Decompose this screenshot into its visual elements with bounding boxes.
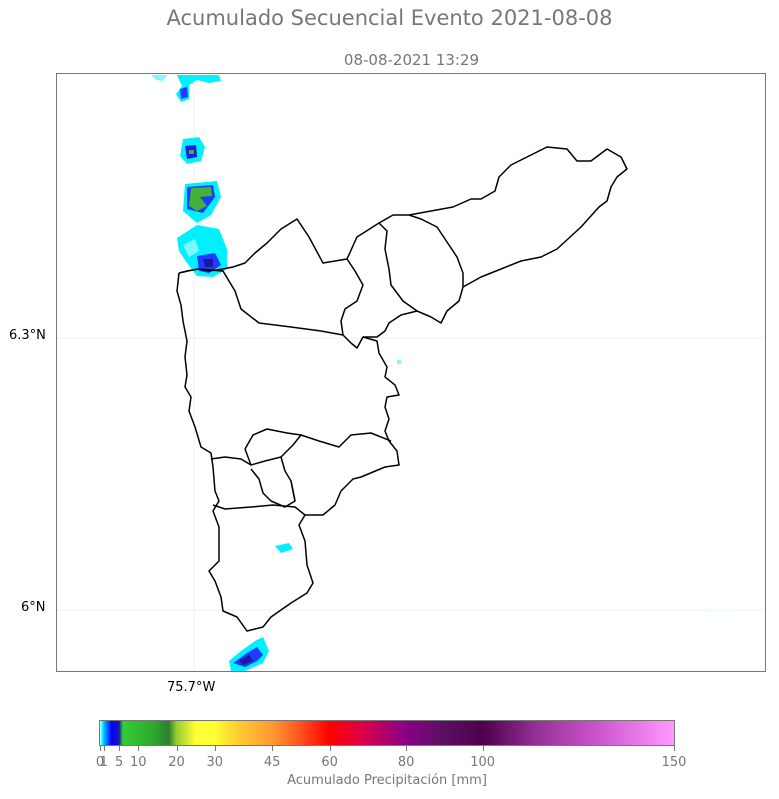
lat-label-6-3: 6.3°N [9, 328, 46, 343]
colorbar-tick-label: 10 [129, 755, 147, 770]
precip-cell-top-fringe [151, 75, 167, 81]
figure-title: Acumulado Secuencial Evento 2021-08-08 [166, 6, 613, 30]
colorbar-tick-label: 150 [661, 755, 687, 770]
colorbar-label: Acumulado Precipitación [mm] [287, 773, 487, 788]
colorbar-tick-label: 20 [168, 755, 185, 770]
boundary-mid-2 [244, 428, 302, 450]
colorbar-tick-mark [176, 746, 178, 751]
colorbar-tick-mark [214, 746, 216, 751]
colorbar-gradient [100, 721, 674, 745]
boundary-ne-3 [408, 214, 464, 287]
boundary-mid-1 [210, 432, 392, 466]
lon-label-75-7: 75.7°W [167, 680, 216, 695]
colorbar-tick-mark [482, 746, 484, 751]
colorbar-tick-label: 80 [397, 755, 415, 770]
map-subtitle: 08-08-2021 13:29 [343, 51, 480, 69]
colorbar-tick-label: 1 [99, 755, 108, 770]
precip-cell-4-center [203, 259, 213, 267]
boundary-mid-6 [290, 480, 296, 502]
boundary-ne-1 [340, 258, 364, 336]
colorbar-tick-label: 0 [95, 755, 105, 770]
colorbar-tick-mark [329, 746, 331, 751]
colorbar-tick-mark [119, 746, 121, 751]
precip-cell-4-light [183, 239, 199, 257]
colorbar-tick-label: 45 [263, 755, 281, 770]
boundary-mid-5 [212, 504, 306, 516]
boundary-mid-3 [244, 448, 252, 466]
colorbar-tick-mark [100, 746, 101, 751]
lat-label-6: 6°N [21, 600, 46, 615]
colorbar-tick-mark [674, 746, 675, 751]
colorbar-tick-label: 60 [321, 755, 338, 770]
precip-cell-faint-east [706, 609, 736, 612]
municipality-boundaries [176, 146, 628, 632]
precip-cell-bottom-center [239, 655, 253, 665]
map-canvas [57, 74, 765, 671]
colorbar-tick-mark [138, 746, 140, 751]
colorbar-tick-label: 5 [114, 755, 124, 770]
boundary-west [176, 272, 400, 632]
precip-cell-top-core [180, 87, 188, 99]
colorbar-tick-mark [103, 746, 105, 751]
precip-cell-5 [275, 543, 293, 553]
precip-cell-2-center [189, 150, 194, 154]
precipitation-cells [151, 75, 736, 671]
precip-cell-3-core [189, 187, 212, 211]
colorbar-tick-label: 30 [206, 755, 224, 770]
colorbar [99, 720, 675, 746]
precip-cell-6 [397, 360, 401, 364]
boundary-outer [178, 146, 628, 349]
map-panel [56, 73, 766, 672]
colorbar-tick-mark [272, 746, 274, 751]
colorbar-tick-label: 100 [470, 755, 496, 770]
colorbar-tick-mark [406, 746, 408, 751]
boundary-mid-4 [250, 456, 296, 508]
boundary-ne-2 [378, 222, 418, 312]
